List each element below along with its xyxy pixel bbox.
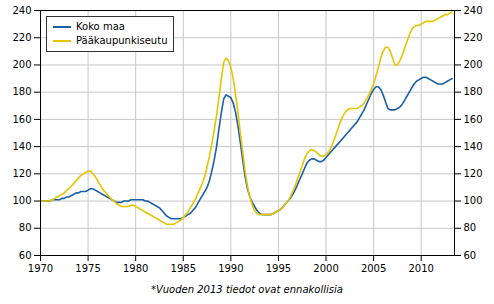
svg-text:200: 200 — [12, 59, 31, 70]
svg-text:100: 100 — [464, 195, 483, 206]
svg-text:120: 120 — [464, 168, 483, 179]
svg-text:1970: 1970 — [28, 263, 53, 274]
svg-text:1980: 1980 — [123, 263, 148, 274]
svg-text:120: 120 — [12, 168, 31, 179]
svg-text:2010: 2010 — [408, 263, 433, 274]
svg-text:220: 220 — [12, 32, 31, 43]
html-text:*Vuoden 2013 tiedot ovat ennak: *Vuoden 2013 tiedot ovat ennakollisia — [151, 284, 343, 295]
svg-text:1995: 1995 — [266, 263, 291, 274]
svg-text:140: 140 — [464, 141, 483, 152]
svg-text:1990: 1990 — [218, 263, 243, 274]
svg-text:2005: 2005 — [361, 263, 386, 274]
svg-text:180: 180 — [12, 86, 31, 97]
svg-text:60: 60 — [19, 250, 32, 261]
svg-text:240: 240 — [12, 5, 31, 16]
svg-text:2000: 2000 — [313, 263, 338, 274]
svg-text:80: 80 — [19, 222, 32, 233]
svg-text:160: 160 — [12, 114, 31, 125]
svg-text:220: 220 — [464, 32, 483, 43]
svg-text:100: 100 — [12, 195, 31, 206]
svg-text:60: 60 — [464, 250, 477, 261]
svg-text:1975: 1975 — [75, 263, 100, 274]
svg-text:160: 160 — [464, 114, 483, 125]
svg-text:80: 80 — [464, 222, 477, 233]
svg-text:240: 240 — [464, 5, 483, 16]
html-text:Koko maa: Koko maa — [76, 21, 125, 32]
svg-text:200: 200 — [464, 59, 483, 70]
svg-text:1985: 1985 — [171, 263, 196, 274]
svg-text:140: 140 — [12, 141, 31, 152]
html-text:Pääkaupunkiseutu: Pääkaupunkiseutu — [76, 35, 168, 46]
svg-text:180: 180 — [464, 86, 483, 97]
